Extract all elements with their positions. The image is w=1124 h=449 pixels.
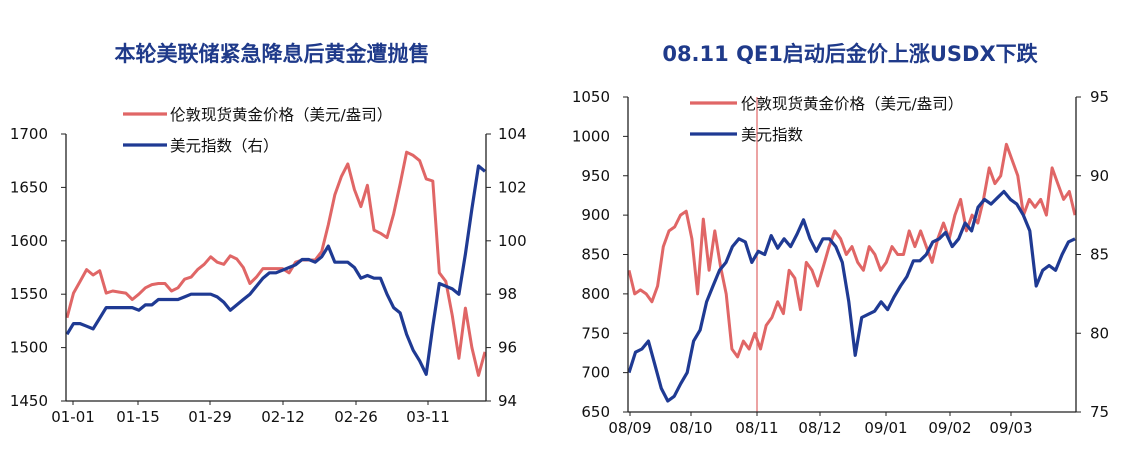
series-line-usd-index xyxy=(65,164,487,376)
x-tick-label: 03-11 xyxy=(406,408,450,426)
right-tick-label: 96 xyxy=(498,339,517,357)
left-tick-label: 700 xyxy=(581,364,610,382)
right-tick-label: 98 xyxy=(498,285,517,303)
x-tick-label: 01-01 xyxy=(51,408,95,426)
legend-label-gold-price: 伦敦现货黄金价格（美元/盎司） xyxy=(741,95,963,113)
x-tick-label: 08/12 xyxy=(798,419,841,437)
gold-sell-off-chart: 本轮美联储紧急降息后黄金遭抛售 1450 1500 1550 1600 1650 1700… xyxy=(10,42,527,426)
right-tick-label: 90 xyxy=(1090,167,1109,185)
x-tick-label: 09/03 xyxy=(989,419,1032,437)
x-tick-label: 09/02 xyxy=(928,419,971,437)
left-tick-label: 850 xyxy=(581,246,610,264)
x-tick-label: 01-29 xyxy=(188,408,232,426)
legend-label-usd-index: 美元指数（右） xyxy=(170,137,279,155)
left-tick-label: 900 xyxy=(581,206,610,224)
series-line-gold-price xyxy=(627,142,1077,359)
left-tick-label: 950 xyxy=(581,167,610,185)
left-tick-label: 1450 xyxy=(10,392,48,410)
series-line-gold-price xyxy=(65,150,487,377)
x-tick-label: 08/10 xyxy=(669,419,712,437)
chart-title: 本轮美联储紧急降息后黄金遭抛售 xyxy=(115,42,430,66)
x-tick-label: 08/11 xyxy=(735,419,778,437)
right-tick-label: 80 xyxy=(1090,324,1109,342)
x-tick-label: 01-15 xyxy=(116,408,160,426)
left-tick-label: 800 xyxy=(581,285,610,303)
right-tick-label: 95 xyxy=(1090,88,1109,106)
right-tick-label: 94 xyxy=(498,392,517,410)
left-tick-label: 750 xyxy=(581,324,610,342)
left-tick-label: 1000 xyxy=(572,127,610,145)
legend-label-gold-price: 伦敦现货黄金价格（美元/盎司） xyxy=(170,106,392,124)
right-tick-label: 102 xyxy=(498,178,527,196)
right-tick-label: 85 xyxy=(1090,246,1109,264)
left-tick-label: 1650 xyxy=(10,178,48,196)
left-tick-label: 1600 xyxy=(10,232,48,250)
x-tick-label: 09/01 xyxy=(864,419,907,437)
legend-label-usd-index: 美元指数 xyxy=(741,126,804,144)
left-tick-label: 650 xyxy=(581,403,610,421)
chart-title: 08.11 QE1启动后金价上涨USDX下跌 xyxy=(662,42,1038,66)
x-tick-label: 08/09 xyxy=(608,419,651,437)
right-tick-label: 100 xyxy=(498,232,527,250)
x-tick-label: 02-26 xyxy=(334,408,378,426)
right-tick-label: 104 xyxy=(498,125,527,143)
series-line-usd-index xyxy=(627,189,1076,403)
left-tick-label: 1500 xyxy=(10,339,48,357)
left-tick-label: 1700 xyxy=(10,125,48,143)
qe1-gold-usdx-chart: 08.11 QE1启动后金价上涨USDX下跌 650 700 750 800 850 90… xyxy=(572,42,1109,437)
right-tick-label: 75 xyxy=(1090,403,1109,421)
left-tick-label: 1050 xyxy=(572,88,610,106)
left-tick-label: 1550 xyxy=(10,285,48,303)
x-tick-label: 02-12 xyxy=(261,408,305,426)
